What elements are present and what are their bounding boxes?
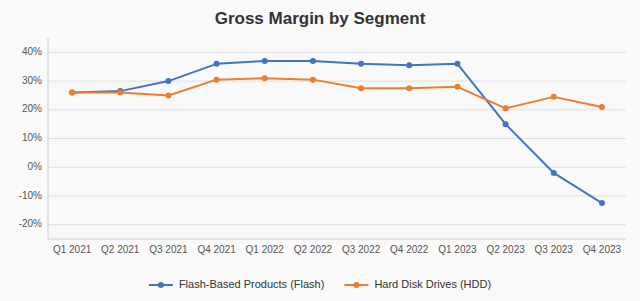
grid	[48, 52, 626, 224]
x-tick-label: Q2 2021	[101, 244, 140, 255]
series-line	[72, 78, 602, 108]
grid-line	[48, 224, 626, 225]
grid-line	[48, 138, 626, 139]
y-tick-label: 10%	[22, 132, 42, 143]
grid-line	[48, 81, 626, 82]
series-point	[454, 84, 460, 90]
series-point	[406, 62, 412, 68]
series-point	[117, 90, 123, 96]
x-tick-label: Q3 2022	[342, 244, 381, 255]
title: Gross Margin by Segment	[215, 9, 426, 28]
x-tick-label: Q1 2023	[438, 244, 477, 255]
x-tick-label: Q2 2022	[294, 244, 333, 255]
x-tick-label: Q4 2021	[197, 244, 236, 255]
series-point	[310, 77, 316, 83]
grid-line	[48, 167, 626, 168]
series-point	[262, 58, 268, 64]
x-tick-label: Q4 2023	[583, 244, 622, 255]
series-point	[165, 92, 171, 98]
legend-label: Flash-Based Products (Flash)	[179, 278, 325, 290]
legend-label: Hard Disk Drives (HDD)	[374, 278, 491, 290]
series-point	[551, 94, 557, 100]
x-axis-line	[48, 239, 626, 240]
series-point	[262, 75, 268, 81]
x-tick-label: Q3 2021	[149, 244, 188, 255]
y-tick-label: 30%	[22, 75, 42, 86]
legend-marker	[158, 282, 164, 288]
y-tick-label: -10%	[19, 190, 42, 201]
y-tick-label: 0%	[28, 161, 43, 172]
y-tick-label: 20%	[22, 103, 42, 114]
series-point	[599, 104, 605, 110]
series-point	[310, 58, 316, 64]
legend-marker	[353, 282, 359, 288]
series-point	[503, 105, 509, 111]
background	[0, 0, 640, 301]
series-point	[214, 61, 220, 67]
chart: Gross Margin by Segment -20% -10% 0% 10% 20% 3…	[0, 0, 640, 301]
grid-line	[48, 109, 626, 110]
series-point	[503, 121, 509, 127]
series-point	[165, 78, 171, 84]
series-line	[72, 61, 602, 203]
y-axis-line	[48, 38, 49, 239]
series-point	[358, 85, 364, 91]
x-tick-label: Q4 2022	[390, 244, 429, 255]
legend-item: Flash-Based Products (Flash)	[149, 278, 325, 290]
series-point	[69, 90, 75, 96]
x-tick-label: Q2 2023	[486, 244, 525, 255]
legend: Flash-Based Products (Flash) Hard Disk Dr…	[149, 278, 491, 290]
grid-line	[48, 195, 626, 196]
series-point	[406, 85, 412, 91]
series-point	[454, 61, 460, 67]
series-point	[358, 61, 364, 67]
y-tick-label: 40%	[22, 46, 42, 57]
series-point	[599, 200, 605, 206]
y-tick-label: -20%	[19, 218, 42, 229]
series-point	[69, 90, 75, 96]
x-tick-label: Q1 2021	[53, 244, 92, 255]
plot-area	[69, 58, 605, 206]
x-tick-label: Q3 2023	[535, 244, 574, 255]
legend-item: Hard Disk Drives (HDD)	[344, 278, 491, 290]
x-tick-label: Q1 2022	[246, 244, 285, 255]
series-point	[551, 170, 557, 176]
grid-line	[48, 52, 626, 53]
series-point	[214, 77, 220, 83]
